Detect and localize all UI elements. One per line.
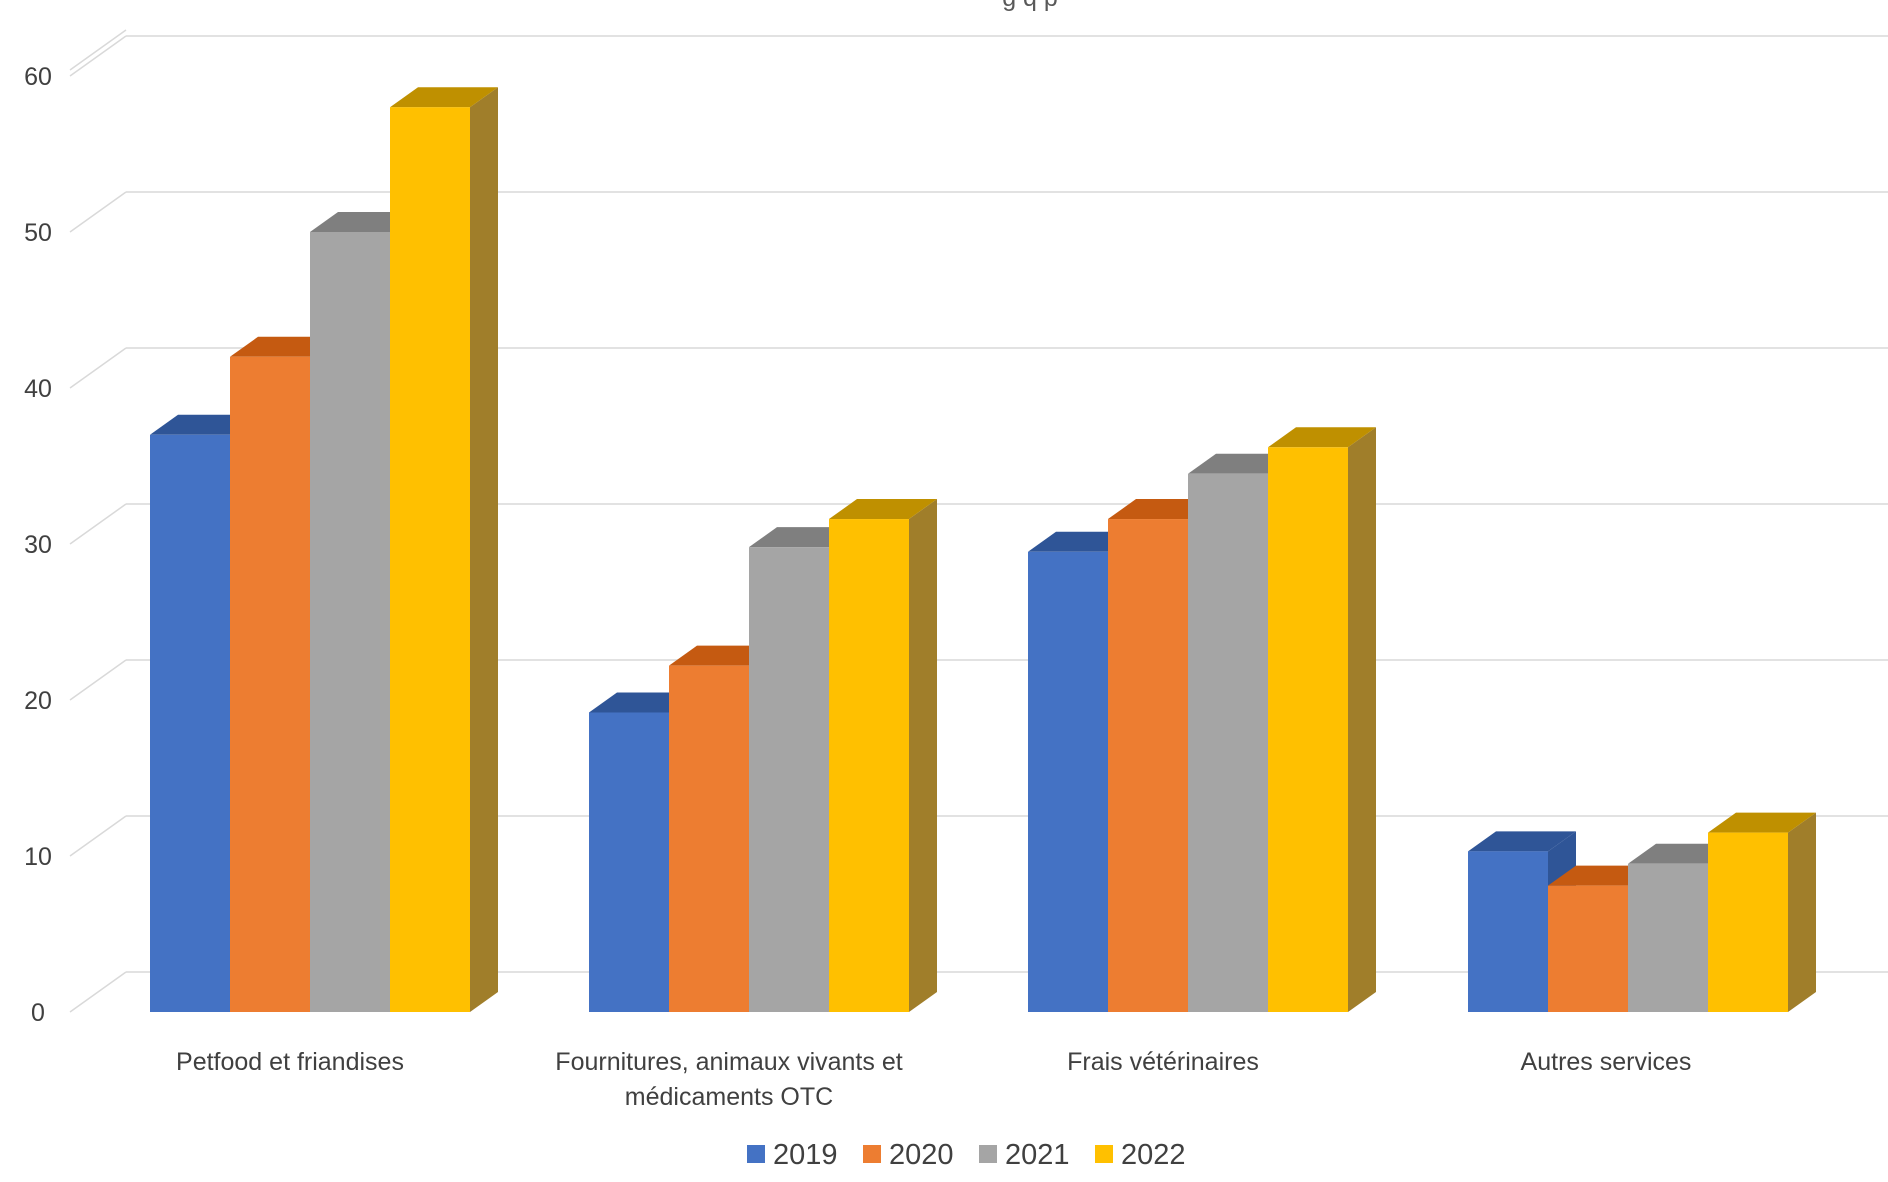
bar-top [829, 499, 937, 520]
bar [1108, 519, 1188, 1012]
legend: 2019 2020 2021 2022 [747, 1139, 1186, 1171]
gridline-diagonal [69, 347, 127, 389]
y-axis-ticks: 0 10 20 30 40 50 60 [24, 63, 52, 1027]
bar [1188, 473, 1268, 1012]
legend-label: 2022 [1121, 1139, 1186, 1171]
chart-walls [69, 29, 127, 71]
legend-label: 2021 [1005, 1139, 1070, 1171]
y-tick-label: 20 [24, 687, 52, 715]
bar [390, 107, 470, 1012]
y-tick-label: 10 [24, 843, 52, 871]
legend-swatch [747, 1145, 765, 1163]
y-tick-label: 40 [24, 375, 52, 403]
bar-top [390, 87, 498, 108]
x-tick-label: Autres services [1521, 1048, 1692, 1076]
gridline-diagonal [69, 35, 127, 77]
left-wall-top-edge [69, 29, 127, 71]
x-tick-label: Frais vétérinaires [1067, 1048, 1259, 1076]
legend-label: 2020 [889, 1139, 954, 1171]
bar-top [1268, 427, 1376, 448]
bar-side [1788, 812, 1816, 1012]
y-tick-label: 0 [31, 999, 45, 1027]
bar-side [909, 499, 937, 1012]
gridline-diagonal [69, 815, 127, 857]
gridline-diagonal [69, 971, 127, 1013]
legend-label: 2019 [773, 1139, 838, 1171]
x-tick-label: Fournitures, animaux vivants et [555, 1048, 902, 1076]
bar-side [470, 87, 498, 1012]
legend-swatch [1095, 1145, 1113, 1163]
bar [1708, 832, 1788, 1012]
legend-swatch [863, 1145, 881, 1163]
bar [310, 232, 390, 1012]
bar-top [1468, 831, 1576, 852]
bar [1548, 885, 1628, 1012]
legend-swatch [979, 1145, 997, 1163]
y-tick-label: 60 [24, 63, 52, 91]
bar [589, 712, 669, 1012]
bar [749, 547, 829, 1012]
bar [230, 356, 310, 1012]
gridline-diagonal [69, 659, 127, 701]
y-tick-label: 50 [24, 219, 52, 247]
bar [1268, 447, 1348, 1012]
x-tick-label: Petfood et friandises [176, 1048, 404, 1076]
bars [150, 87, 1816, 1012]
bar [829, 519, 909, 1012]
bar-top [1708, 812, 1816, 833]
bar [1028, 551, 1108, 1012]
y-tick-label: 30 [24, 531, 52, 559]
gridline-diagonal [69, 503, 127, 545]
gridline-diagonal [69, 191, 127, 233]
x-tick-label: médicaments OTC [625, 1083, 833, 1111]
bar [1628, 863, 1708, 1012]
bar [150, 434, 230, 1012]
bar-side [1348, 427, 1376, 1012]
chart-title-fragment: g q p [1002, 0, 1058, 12]
x-axis-category-labels: Petfood et friandises Fournitures, animau… [176, 1048, 1691, 1111]
bar [669, 665, 749, 1012]
bar [1468, 851, 1548, 1012]
